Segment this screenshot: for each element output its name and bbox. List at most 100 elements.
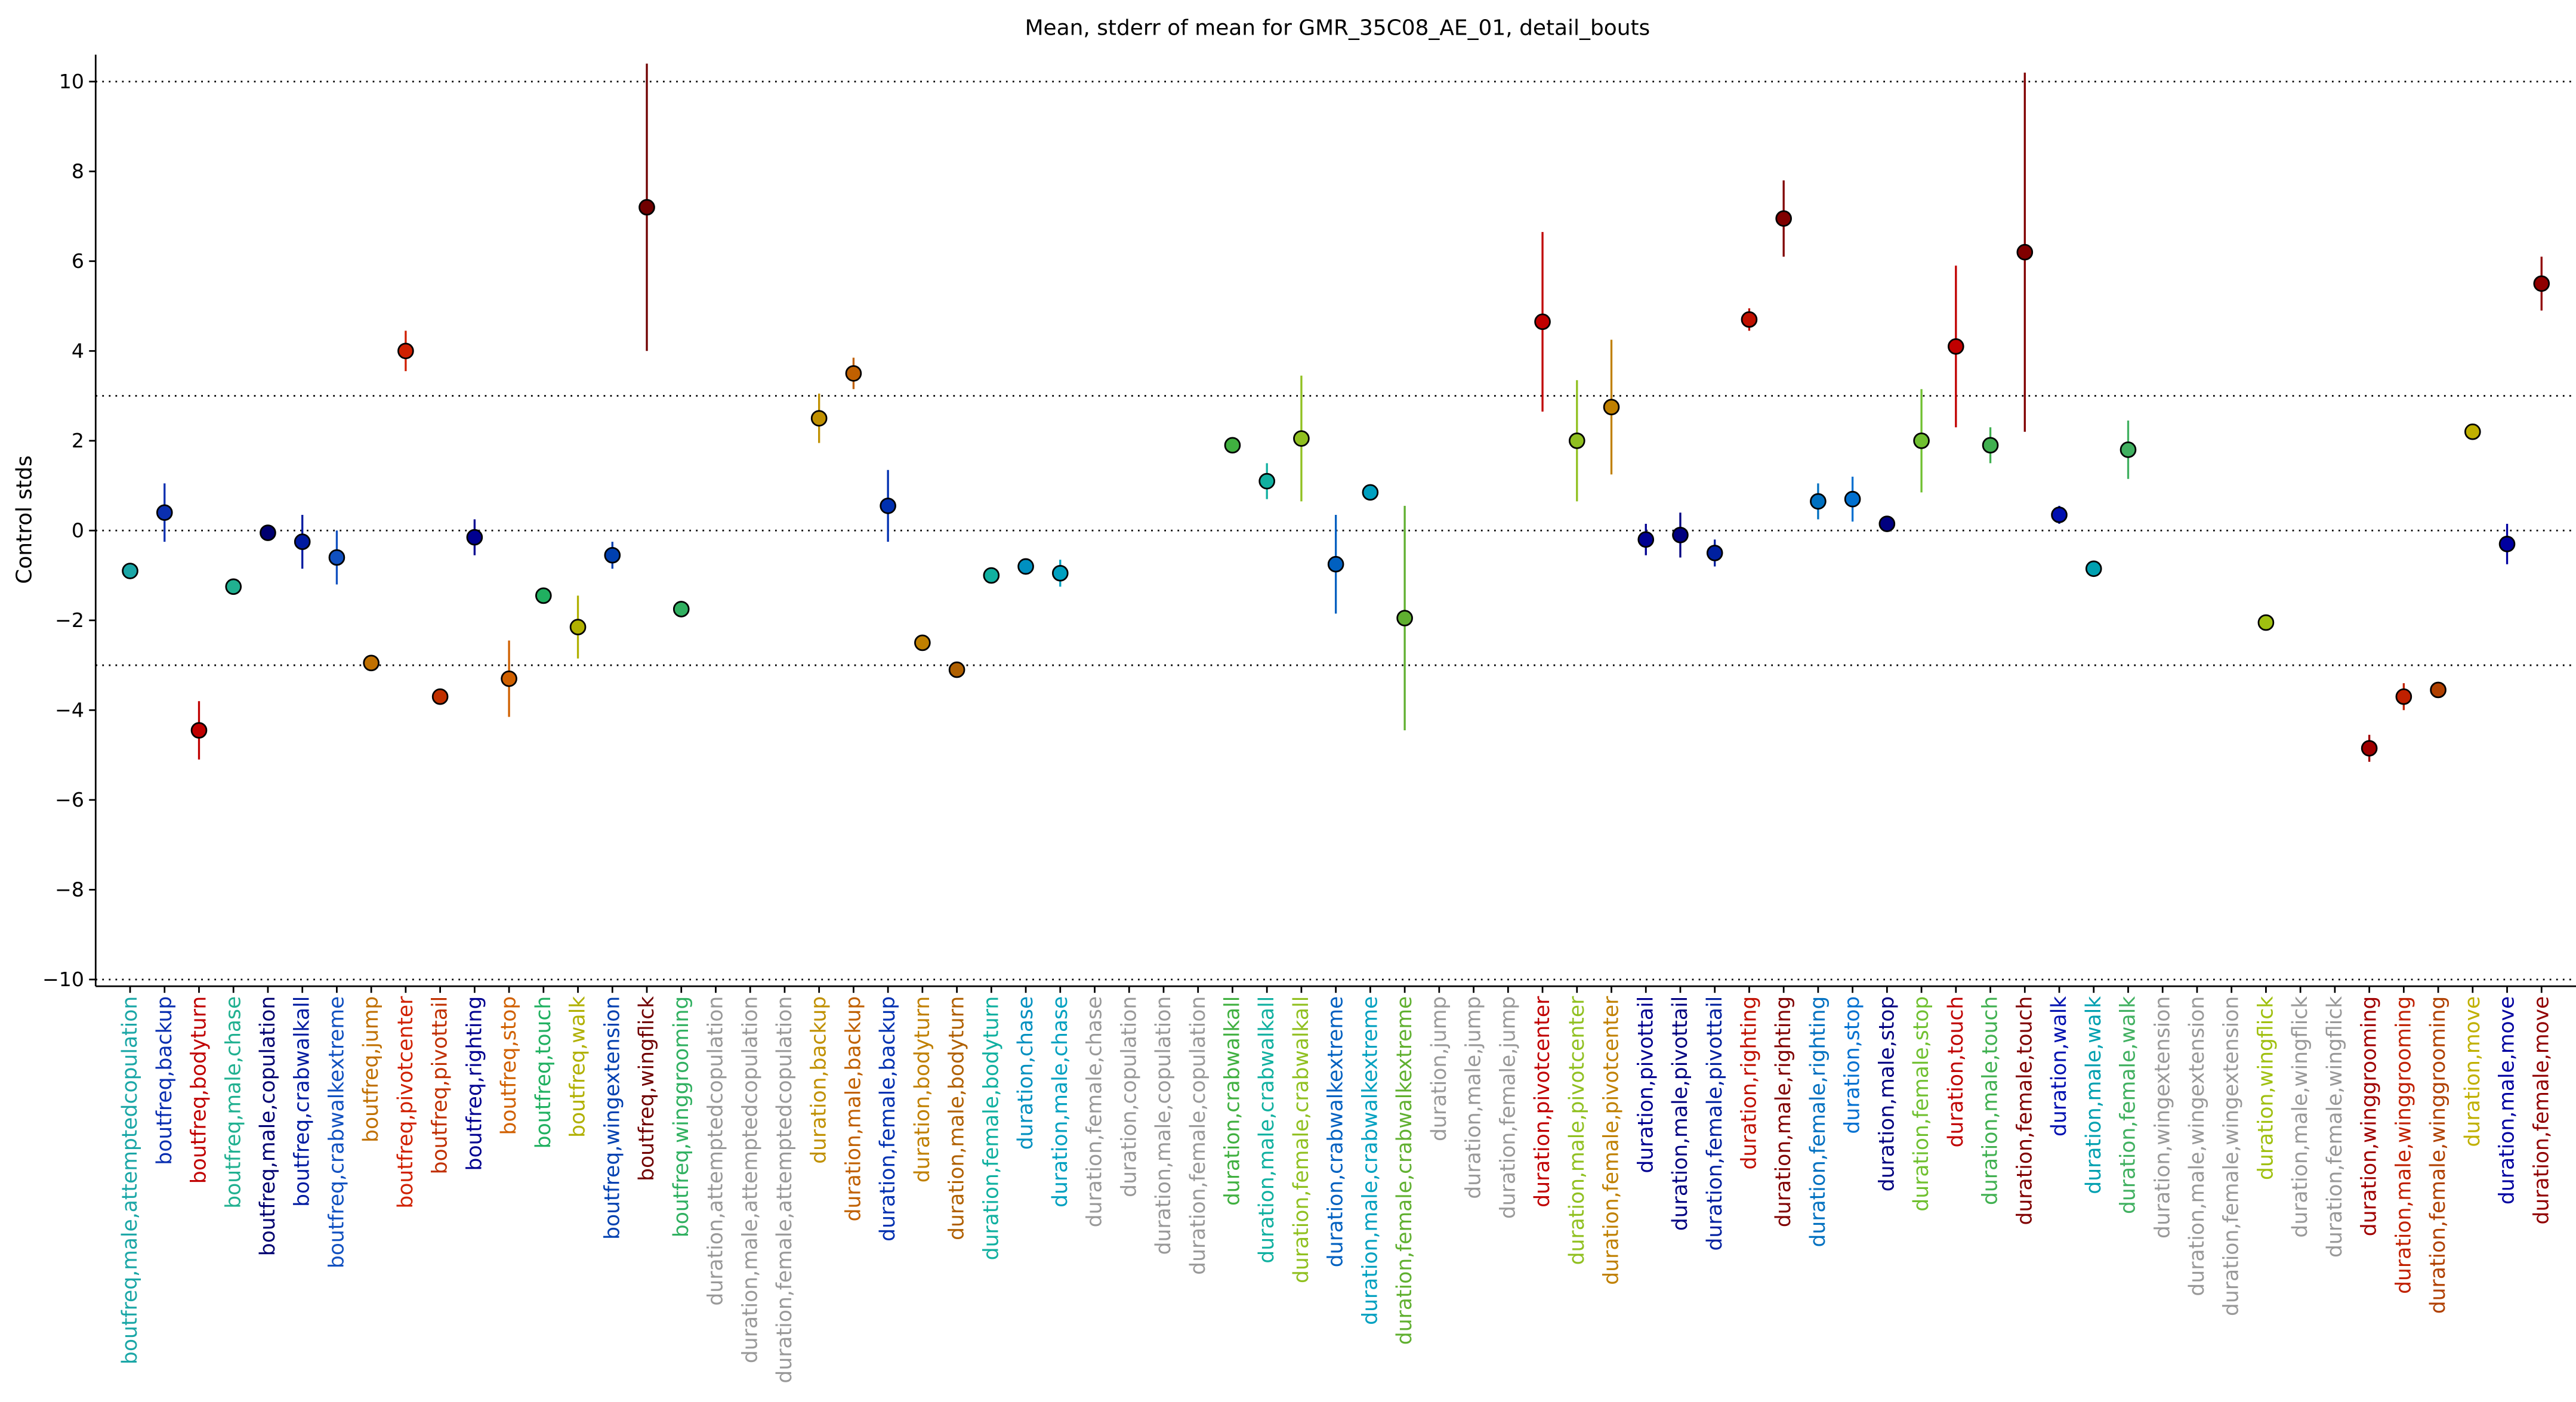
point	[1844, 490, 1861, 508]
x-tick-label: duration,move	[2461, 996, 2485, 1147]
point	[1603, 399, 1620, 416]
x-tick-label: duration,pivottail	[1634, 996, 1658, 1174]
point	[2257, 614, 2275, 631]
x-tick-label: duration,wingextension	[2151, 996, 2174, 1239]
x-tick-label: duration,female,chase	[1083, 996, 1107, 1228]
point	[1913, 432, 1930, 449]
x-tick-label: duration,female,touch	[2013, 996, 2037, 1225]
x-tick-label: duration,crabwalkall	[1221, 996, 1245, 1206]
x-tick-label: duration,backup	[807, 996, 831, 1164]
point	[190, 722, 208, 739]
x-tick-label: duration,female,pivotcenter	[1600, 996, 1624, 1285]
x-tick-label: duration,female,winggrooming	[2426, 996, 2450, 1314]
y-axis-label: Control stds	[13, 455, 37, 584]
point	[397, 342, 414, 360]
y-tick-label: −10	[42, 968, 84, 991]
point	[2430, 681, 2447, 699]
point	[2361, 740, 2378, 757]
x-tick-label: boutfreq,male,copulation	[256, 996, 280, 1256]
point	[2085, 560, 2102, 578]
x-tick-label: duration,touch	[1944, 996, 1968, 1148]
x-tick-label: duration,male,bodyturn	[945, 996, 969, 1240]
x-tick-label: duration,wingflick	[2254, 996, 2278, 1180]
point	[2120, 441, 2137, 458]
x-tick-label: duration,female,stop	[1909, 996, 1933, 1212]
point	[983, 567, 1000, 584]
point	[1017, 558, 1034, 575]
x-tick-label: duration,attemptedcopulation	[704, 996, 728, 1306]
x-tick-label: boutfreq,backup	[153, 996, 177, 1165]
x-tick-label: duration,male,backup	[841, 996, 865, 1222]
x-tick-label: duration,male,chase	[1048, 996, 1072, 1208]
x-tick-label: duration,female,copulation	[1186, 996, 1210, 1275]
x-tick-label: duration,male,walk	[2082, 996, 2106, 1194]
x-tick-label: boutfreq,touch	[532, 996, 556, 1149]
y-tick-label: 8	[72, 159, 84, 183]
x-tick-label: duration,male,wingflick	[2288, 996, 2312, 1238]
x-tick-label: duration,female,crabwalkextreme	[1393, 996, 1417, 1345]
x-tick-label: boutfreq,pivottail	[428, 996, 452, 1175]
x-tick-label: boutfreq,righting	[462, 996, 486, 1171]
x-tick-label: duration,female,move	[2529, 996, 2553, 1225]
x-tick-label: boutfreq,pivotcenter	[394, 996, 418, 1209]
x-tick-label: duration,female,bodyturn	[979, 996, 1003, 1261]
point	[569, 619, 587, 635]
point	[2016, 243, 2034, 261]
x-tick-label: duration,female,pivottail	[1703, 996, 1727, 1251]
x-tick-label: duration,male,touch	[1979, 996, 2003, 1205]
y-tick-label: 4	[72, 339, 84, 362]
point	[1878, 515, 1896, 532]
point	[431, 688, 449, 705]
point	[1396, 610, 1413, 626]
x-tick-label: duration,male,crabwalkextreme	[1358, 996, 1382, 1325]
point	[225, 578, 242, 595]
x-tick-label: duration,female,walk	[2117, 996, 2140, 1214]
y-tick-label: 10	[59, 70, 84, 93]
point	[2498, 536, 2516, 552]
point	[1948, 338, 1964, 355]
point	[2464, 423, 2481, 440]
point	[638, 199, 655, 216]
x-tick-label: boutfreq,stop	[497, 996, 521, 1135]
x-tick-label: boutfreq,jump	[359, 996, 383, 1142]
x-tick-label: duration,stop	[1841, 996, 1865, 1134]
x-tick-label: duration,copulation	[1117, 996, 1141, 1197]
y-tick-label: −8	[55, 878, 84, 901]
point	[1051, 564, 1069, 582]
point	[1224, 437, 1241, 454]
x-tick-label: duration,male,wingextension	[2185, 996, 2209, 1296]
x-tick-label: duration,pivotcenter	[1531, 996, 1554, 1208]
point	[1534, 313, 1551, 331]
x-tick-label: duration,male,jump	[1462, 996, 1486, 1199]
x-tick-label: duration,male,crabwalkall	[1255, 996, 1279, 1264]
x-tick-label: boutfreq,male,chase	[221, 996, 245, 1209]
point	[2051, 507, 2068, 523]
x-tick-label: boutfreq,bodyturn	[187, 996, 211, 1184]
x-tick-label: duration,male,pivottail	[1668, 996, 1692, 1231]
point	[948, 661, 965, 678]
x-tick-label: duration,walk	[2047, 996, 2071, 1137]
point	[1706, 545, 1723, 561]
point	[845, 365, 862, 382]
point	[1775, 210, 1792, 227]
point	[1637, 531, 1655, 548]
x-tick-label: duration,female,wingflick	[2323, 996, 2347, 1258]
x-tick-label: boutfreq,winggrooming	[670, 996, 693, 1238]
x-tick-label: duration,chase	[1014, 996, 1038, 1150]
x-tick-label: boutfreq,crabwalkextreme	[325, 996, 348, 1268]
x-tick-label: boutfreq,wingflick	[635, 996, 659, 1181]
x-tick-label: duration,male,copulation	[1152, 996, 1176, 1255]
point	[156, 504, 173, 521]
point	[1362, 484, 1379, 501]
point	[328, 549, 345, 566]
y-tick-label: −2	[55, 609, 84, 632]
y-tick-label: 6	[72, 249, 84, 273]
y-tick-label: −6	[55, 788, 84, 811]
chart-title: Mean, stderr of mean for GMR_35C08_AE_01…	[1025, 16, 1651, 40]
point	[1293, 430, 1310, 447]
point	[122, 563, 138, 579]
x-tick-label: boutfreq,crabwalkall	[291, 996, 314, 1207]
x-tick-label: duration,male,pivotcenter	[1565, 996, 1589, 1265]
